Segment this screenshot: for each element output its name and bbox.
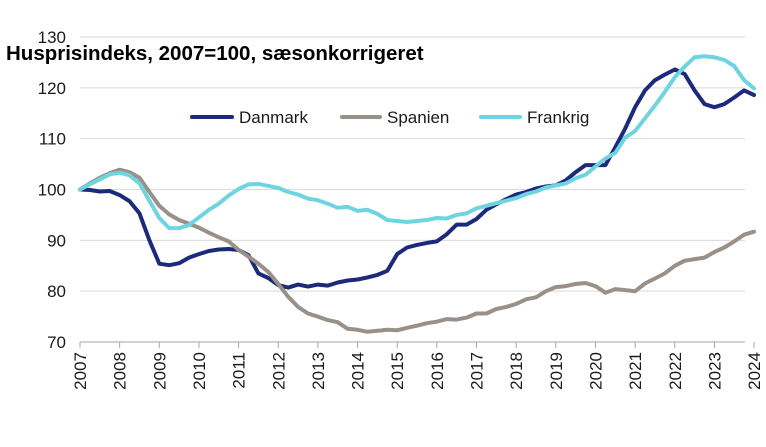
series-line-frankrig xyxy=(78,54,756,231)
x-tick-label: 2018 xyxy=(507,352,526,390)
legend-label-danmark: Danmark xyxy=(239,108,308,127)
x-tick-label: 2012 xyxy=(269,352,288,390)
x-tick-label: 2019 xyxy=(547,352,566,390)
x-tick-label: 2016 xyxy=(428,352,447,390)
x-axis: 2007 2008 2009 2010 2011 2012 2013 2014 2015 2016… xyxy=(71,341,764,390)
y-tick-label: 110 xyxy=(39,130,66,149)
x-tick-label: 2015 xyxy=(388,352,407,390)
legend-label-spanien: Spanien xyxy=(387,108,449,127)
x-tick-label: 2007 xyxy=(71,352,90,390)
x-tick-label: 2021 xyxy=(626,352,645,390)
x-tick-label: 2017 xyxy=(468,352,487,390)
legend: Danmark Spanien Frankrig xyxy=(190,108,589,127)
x-tick-label: 2020 xyxy=(586,352,605,390)
series-lines xyxy=(78,54,756,334)
y-tick-label: 100 xyxy=(38,181,66,200)
x-tick-label: 2023 xyxy=(705,352,724,390)
x-tick-label: 2024 xyxy=(745,352,764,390)
y-tick-label: 90 xyxy=(47,231,66,250)
gridlines xyxy=(80,36,745,343)
legend-label-frankrig: Frankrig xyxy=(527,108,589,127)
x-tick-label: 2013 xyxy=(309,352,328,390)
y-tick-label: 70 xyxy=(47,333,66,352)
x-tick-label: 2008 xyxy=(111,352,130,390)
y-tick-label: 120 xyxy=(38,79,66,98)
chart-title: Husprisindeks, 2007=100, sæsonkorrigeret xyxy=(6,42,424,65)
series-line-spanien xyxy=(78,167,756,334)
series-line-danmark xyxy=(78,67,756,290)
x-tick-label: 2011 xyxy=(230,352,249,389)
x-tick-label: 2014 xyxy=(349,352,368,390)
x-tick-label: 2010 xyxy=(190,352,209,390)
x-tick-label: 2009 xyxy=(150,352,169,390)
y-axis: 70 80 90 100 110 120 130 xyxy=(38,28,66,352)
x-tick-label: 2022 xyxy=(666,352,685,390)
y-tick-label: 130 xyxy=(38,28,66,47)
y-tick-label: 80 xyxy=(47,282,66,301)
